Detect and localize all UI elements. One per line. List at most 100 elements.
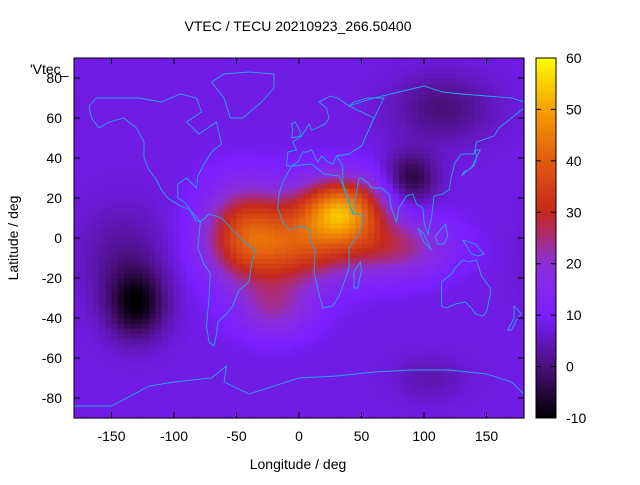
heatmap-cell	[417, 208, 425, 214]
heatmap-cell	[480, 173, 488, 179]
heatmap-cell	[330, 323, 338, 329]
heatmap-cell	[205, 83, 213, 89]
heatmap-cell	[236, 408, 244, 414]
heatmap-cell	[224, 173, 231, 179]
heatmap-cell	[99, 388, 106, 394]
heatmap-cell	[380, 78, 388, 84]
heatmap-cell	[424, 58, 431, 64]
heatmap-cell	[305, 363, 313, 369]
heatmap-cell	[380, 353, 388, 359]
heatmap-cell	[486, 113, 494, 119]
heatmap-cell	[236, 403, 244, 409]
heatmap-cell	[492, 158, 500, 164]
heatmap-cell	[130, 128, 138, 134]
heatmap-cell	[224, 113, 231, 119]
heatmap-cell	[136, 408, 144, 414]
heatmap-cell	[111, 233, 119, 239]
heatmap-cell	[417, 178, 425, 184]
heatmap-cell	[367, 98, 375, 104]
heatmap-cell	[442, 88, 450, 94]
heatmap-cell	[230, 143, 238, 149]
heatmap-cell	[136, 73, 144, 79]
heatmap-cell	[499, 248, 506, 254]
heatmap-cell	[361, 143, 369, 149]
heatmap-cell	[86, 133, 94, 139]
heatmap-cell	[399, 228, 406, 234]
heatmap-cell	[199, 323, 206, 329]
heatmap-cell	[230, 178, 238, 184]
heatmap-cell	[74, 328, 81, 334]
heatmap-cell	[367, 278, 375, 284]
heatmap-cell	[124, 278, 131, 284]
heatmap-cell	[155, 403, 163, 409]
heatmap-cell	[361, 103, 369, 109]
heatmap-cell	[211, 98, 219, 104]
heatmap-cell	[361, 328, 369, 334]
heatmap-cell	[461, 243, 469, 249]
heatmap-cell	[255, 253, 263, 259]
heatmap-cell	[280, 393, 288, 399]
heatmap-cell	[417, 98, 425, 104]
heatmap-cell	[136, 78, 144, 84]
heatmap-cell	[174, 348, 181, 354]
heatmap-cell	[361, 133, 369, 139]
heatmap-cell	[442, 243, 450, 249]
heatmap-cell	[111, 178, 119, 184]
heatmap-cell	[167, 388, 175, 394]
heatmap-cell	[386, 263, 394, 269]
heatmap-cell	[230, 213, 238, 219]
heatmap-cell	[192, 288, 200, 294]
heatmap-cell	[261, 83, 269, 89]
heatmap-cell	[505, 388, 513, 394]
heatmap-cell	[405, 373, 413, 379]
heatmap-cell	[261, 183, 269, 189]
heatmap-cell	[299, 323, 306, 329]
heatmap-cell	[499, 233, 506, 239]
heatmap-cell	[86, 178, 94, 184]
heatmap-cell	[355, 278, 363, 284]
heatmap-cell	[455, 273, 463, 279]
heatmap-cell	[74, 128, 81, 134]
heatmap-cell	[105, 308, 113, 314]
heatmap-cell	[299, 118, 306, 124]
heatmap-cell	[417, 413, 425, 419]
heatmap-cell	[430, 338, 438, 344]
heatmap-cell	[299, 73, 306, 79]
heatmap-cell	[280, 83, 288, 89]
heatmap-cell	[192, 173, 200, 179]
heatmap-cell	[117, 333, 125, 339]
heatmap-cell	[405, 88, 413, 94]
heatmap-cell	[180, 143, 188, 149]
heatmap-cell	[236, 293, 244, 299]
heatmap-cell	[324, 353, 331, 359]
heatmap-cell	[130, 218, 138, 224]
heatmap-cell	[74, 198, 81, 204]
heatmap-cell	[236, 368, 244, 374]
heatmap-cell	[74, 103, 81, 109]
heatmap-cell	[86, 358, 94, 364]
heatmap-cell	[86, 158, 94, 164]
heatmap-cell	[92, 68, 100, 74]
heatmap-cell	[86, 153, 94, 159]
heatmap-cell	[436, 323, 444, 329]
heatmap-cell	[336, 318, 344, 324]
heatmap-cell	[124, 218, 131, 224]
heatmap-cell	[217, 268, 225, 274]
heatmap-cell	[349, 123, 356, 129]
heatmap-cell	[299, 113, 306, 119]
heatmap-cell	[392, 343, 400, 349]
heatmap-cell	[305, 403, 313, 409]
heatmap-cell	[186, 173, 194, 179]
heatmap-cell	[392, 138, 400, 144]
heatmap-cell	[467, 143, 475, 149]
heatmap-cell	[105, 98, 113, 104]
heatmap-cell	[361, 408, 369, 414]
heatmap-cell	[230, 373, 238, 379]
heatmap-cell	[349, 348, 356, 354]
heatmap-cell	[105, 118, 113, 124]
heatmap-cell	[255, 188, 263, 194]
heatmap-cell	[117, 308, 125, 314]
heatmap-cell	[267, 338, 275, 344]
heatmap-cell	[180, 258, 188, 264]
heatmap-cell	[467, 108, 475, 114]
